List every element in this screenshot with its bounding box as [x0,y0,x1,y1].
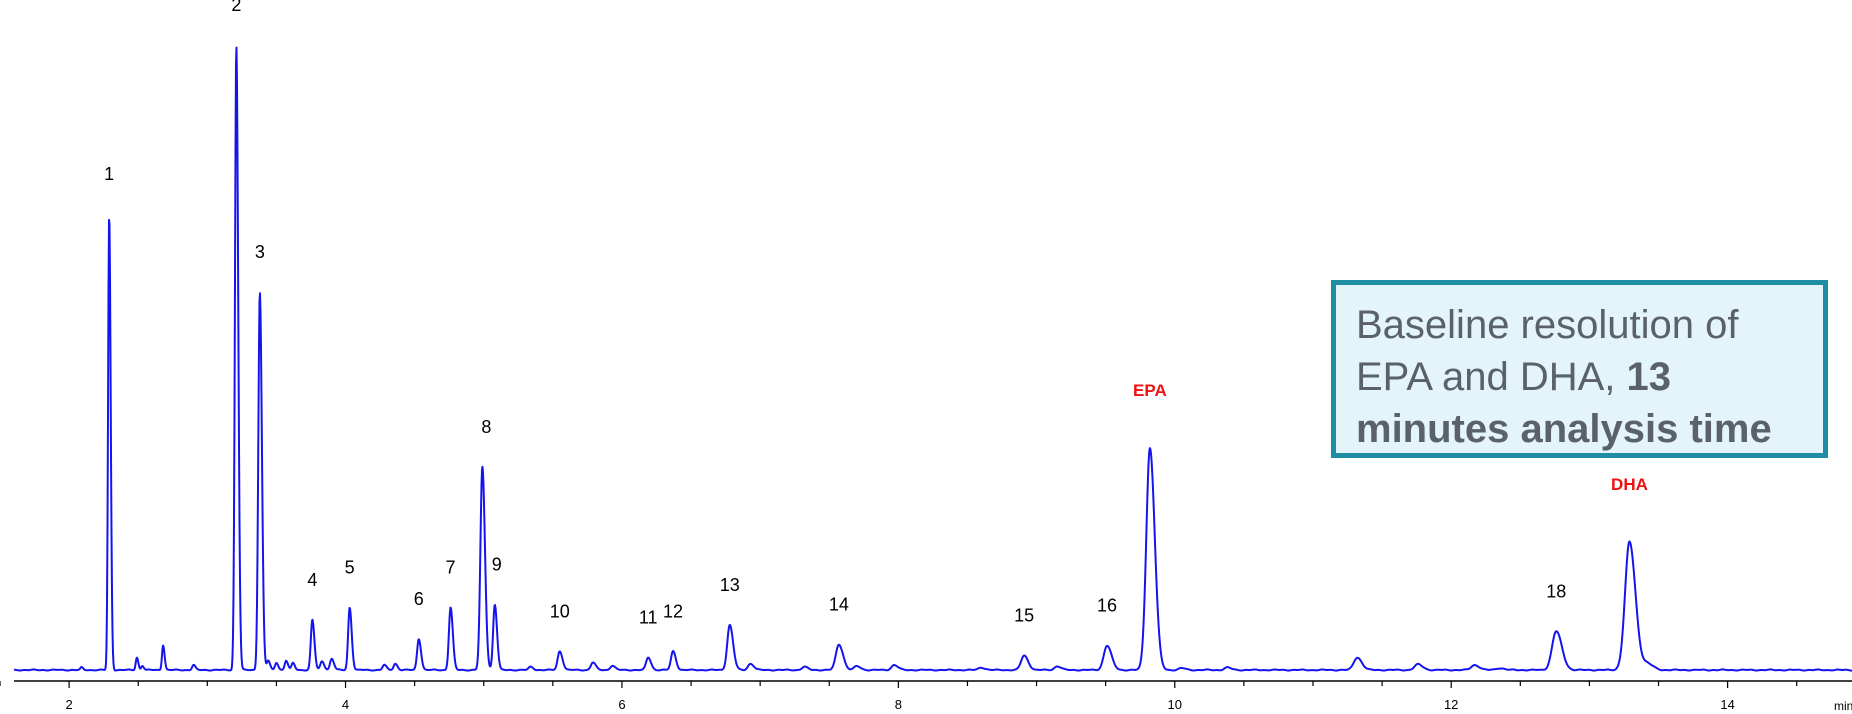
peak-label-2: 2 [231,0,241,15]
x-tick-label: 6 [618,697,625,712]
peak-label-14: 14 [829,594,849,614]
peak-label-dha: DHA [1611,475,1648,494]
peak-label-11: 11 [639,608,658,628]
chromatogram-trace [13,46,1852,672]
x-tick-label: 10 [1168,697,1182,712]
peak-label-16: 16 [1097,596,1117,616]
peak-label-5: 5 [345,558,355,578]
peak-label-3: 3 [255,242,265,262]
annotation-bold-text: 13 minutes analysis time [1356,355,1772,451]
trace-layer [13,46,1852,672]
x-axis: 2 4 6 8 10 12 14 min [0,680,1852,713]
peak-label-4: 4 [307,570,317,590]
annotation-text: Baseline resolution of EPA and DHA, [1356,303,1739,399]
x-unit-label: min [1834,699,1852,713]
peak-label-8: 8 [481,417,491,437]
peak-label-12: 12 [663,601,683,621]
peak-label-15: 15 [1014,606,1034,626]
peak-label-9: 9 [492,554,502,574]
annotation-box: Baseline resolution of EPA and DHA, 13 m… [1331,280,1828,458]
peak-label-10: 10 [550,601,570,621]
peak-label-1: 1 [104,164,114,184]
peak-label-18: 18 [1546,581,1566,601]
peak-label-13: 13 [720,575,740,595]
x-tick-label: 4 [342,697,349,712]
peak-label-6: 6 [414,589,424,609]
x-tick-label: 8 [895,697,902,712]
x-tick-label: 2 [65,697,72,712]
peak-label-7: 7 [446,558,456,578]
peak-label-epa: EPA [1133,381,1167,400]
x-tick-label: 14 [1720,697,1734,712]
x-tick-label: 12 [1444,697,1458,712]
